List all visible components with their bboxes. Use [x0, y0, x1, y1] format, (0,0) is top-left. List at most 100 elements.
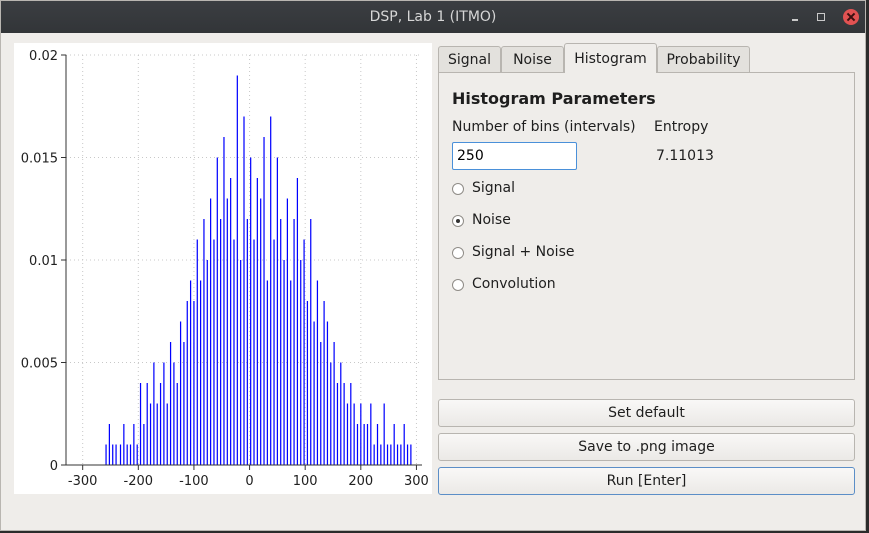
- histogram-bar: [213, 239, 215, 465]
- histogram-bar: [353, 403, 355, 465]
- y-tick-label: 0.02: [29, 49, 58, 64]
- histogram-bar: [176, 383, 178, 465]
- histogram-bar: [115, 444, 117, 465]
- radio-label: Noise: [472, 212, 511, 228]
- histogram-bar: [236, 75, 238, 465]
- histogram-bar: [266, 280, 268, 465]
- histogram-bar: [108, 424, 110, 465]
- histogram-panel: Histogram Parameters Number of bins (int…: [438, 72, 855, 380]
- histogram-bar: [303, 239, 305, 465]
- radio-button[interactable]: [452, 279, 464, 291]
- histogram-bar: [320, 342, 322, 465]
- histogram-bar: [310, 219, 312, 465]
- histogram-bar: [233, 239, 235, 465]
- histogram-bar: [290, 280, 292, 465]
- histogram-bar: [105, 444, 107, 465]
- histogram-bar: [149, 403, 152, 465]
- histogram-bar: [300, 260, 302, 465]
- histogram-bar: [210, 198, 212, 465]
- histogram-bar: [270, 116, 272, 465]
- histogram-bar: [243, 116, 245, 465]
- window-title: DSP, Lab 1 (ITMO): [369, 9, 497, 25]
- histogram-svg: -300 -200 -100 0 100 200 300 0 0.005 0.01 0.015 0.0…: [21, 49, 429, 489]
- histogram-bar: [370, 403, 372, 465]
- histogram-bar: [350, 383, 352, 465]
- histogram-bar: [143, 424, 145, 465]
- histogram-bar: [390, 444, 392, 465]
- histogram-bar: [200, 280, 202, 465]
- y-tick-label: 0.005: [21, 357, 58, 372]
- minimize-icon[interactable]: [787, 9, 803, 25]
- histogram-bar: [340, 362, 342, 465]
- histogram-bar: [123, 424, 125, 465]
- x-tick-label: 200: [348, 474, 373, 489]
- histogram-bar: [166, 403, 168, 465]
- histogram-bar: [253, 239, 255, 465]
- tab-signal[interactable]: Signal: [438, 46, 501, 72]
- histogram-bar: [376, 424, 379, 465]
- tab-histogram[interactable]: Histogram: [564, 43, 657, 73]
- histogram-bar: [336, 383, 339, 465]
- x-tick-label: 0: [245, 474, 253, 489]
- maximize-icon[interactable]: [813, 9, 829, 25]
- histogram-bar: [356, 424, 359, 465]
- radio-button[interactable]: [452, 183, 464, 195]
- entropy-label: Entropy: [654, 119, 709, 135]
- bins-label: Number of bins (intervals): [452, 119, 636, 135]
- histogram-bar: [129, 444, 132, 465]
- histogram-bar: [163, 362, 165, 465]
- x-tick-label: -200: [124, 474, 154, 489]
- histogram-bar: [410, 444, 412, 465]
- histogram-bar: [403, 424, 405, 465]
- histogram-bar: [326, 321, 329, 465]
- radio-label: Convolution: [472, 276, 556, 292]
- radio-button-selected[interactable]: [452, 215, 464, 227]
- histogram-bar: [156, 403, 158, 465]
- histogram-bar: [203, 219, 205, 465]
- close-icon[interactable]: [843, 9, 859, 25]
- histogram-bar: [363, 424, 365, 465]
- histogram-bar: [179, 321, 182, 465]
- histogram-bar: [126, 444, 128, 465]
- histogram-bar: [396, 444, 399, 465]
- histogram-bar: [183, 342, 185, 465]
- histogram-bar: [286, 198, 288, 465]
- histogram-bar: [139, 383, 142, 465]
- histogram-bar: [263, 137, 265, 465]
- histogram-bar: [383, 403, 385, 465]
- entropy-value: 7.11013: [656, 148, 714, 164]
- histogram-bar: [306, 301, 309, 465]
- run-button[interactable]: Run [Enter]: [438, 467, 855, 495]
- histogram-bar: [293, 219, 295, 465]
- tab-probability[interactable]: Probability: [657, 46, 750, 72]
- histogram-bar: [273, 239, 275, 465]
- histogram-bar: [226, 198, 228, 465]
- histogram-bar: [386, 444, 389, 465]
- x-tick-label: -100: [179, 474, 209, 489]
- histogram-bar: [400, 444, 402, 465]
- histogram-bar: [406, 444, 409, 465]
- histogram-bar: [360, 403, 362, 465]
- histogram-bar: [206, 260, 208, 465]
- histogram-bar: [223, 137, 225, 465]
- y-tick-label: 0.01: [29, 254, 58, 269]
- histogram-bar: [373, 444, 375, 465]
- histogram-bar: [323, 301, 325, 465]
- histogram-bar: [193, 301, 195, 465]
- bins-input[interactable]: [452, 142, 577, 170]
- radio-button[interactable]: [452, 247, 464, 259]
- histogram-bar: [280, 219, 282, 465]
- histogram-bar: [246, 219, 248, 465]
- save-png-button[interactable]: Save to .png image: [438, 433, 855, 461]
- histogram-bar: [333, 342, 335, 465]
- set-default-button[interactable]: Set default: [438, 399, 855, 427]
- histogram-bar: [393, 424, 395, 465]
- histogram-bar: [256, 178, 258, 465]
- tab-noise[interactable]: Noise: [501, 46, 564, 72]
- histogram-bar: [366, 424, 369, 465]
- radio-label: Signal + Noise: [472, 244, 575, 260]
- histogram-bar: [119, 444, 122, 465]
- histogram-bar: [220, 219, 222, 465]
- histogram-bar: [313, 321, 315, 465]
- histogram-bar: [133, 424, 135, 465]
